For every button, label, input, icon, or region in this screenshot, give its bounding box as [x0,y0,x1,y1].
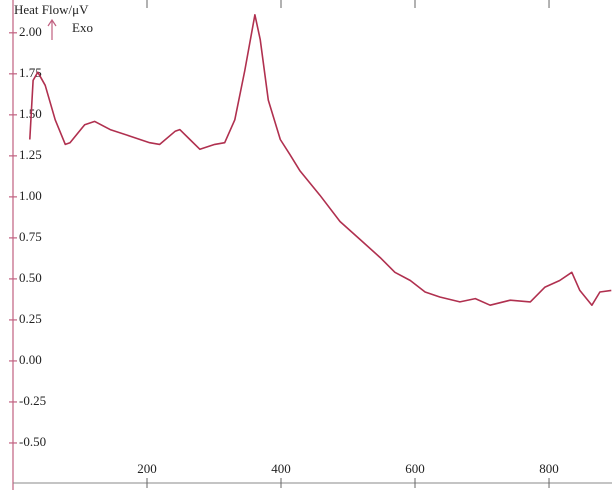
exo-arrow [47,18,57,40]
exo-label: Exo [72,20,93,35]
y-tick-label: 0.00 [19,352,42,367]
y-tick-label: 2.00 [19,24,42,39]
x-tick-label: 400 [271,461,291,476]
y-tick-label: 0.50 [19,270,42,285]
y-tick-label: 1.00 [19,188,42,203]
x-tick-label: 600 [405,461,425,476]
y-tick-label: -0.25 [19,393,46,408]
y-tick-label: -0.50 [19,434,46,449]
x-tick-label: 800 [539,461,559,476]
y-axis-label: Heat Flow/μV [14,2,89,17]
y-tick-label: 0.75 [19,229,42,244]
y-tick-label: 1.25 [19,147,42,162]
y-tick-label: 0.25 [19,311,42,326]
data-line [29,14,612,306]
x-tick-label: 200 [137,461,157,476]
y-tick-label: 1.50 [19,106,42,121]
